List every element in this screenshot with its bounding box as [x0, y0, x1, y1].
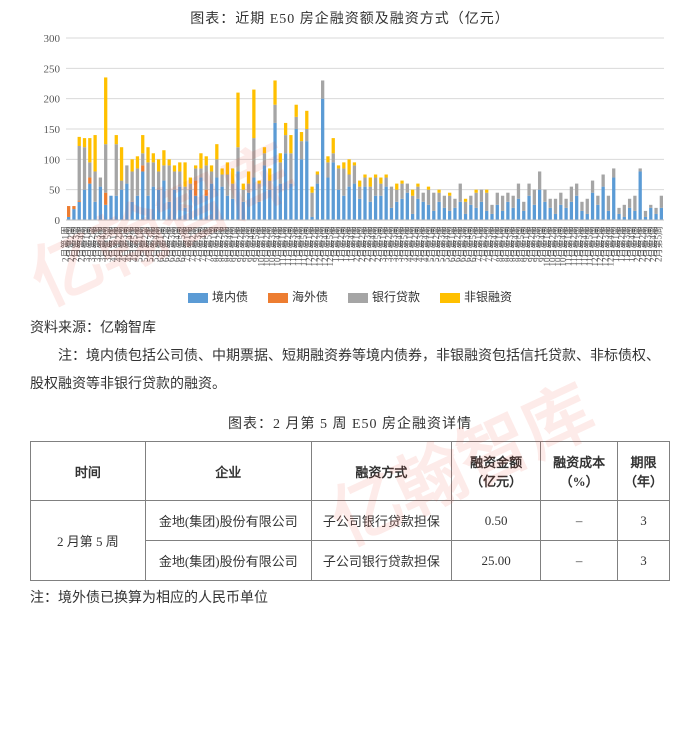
legend-swatch — [188, 293, 208, 303]
chart-title: 图表：近期 E50 房企融资额及融资方式（亿元） — [0, 0, 700, 32]
svg-text:0: 0 — [55, 215, 61, 227]
table-header-cell: 期限（年） — [617, 442, 669, 501]
table-header-cell: 时间 — [31, 442, 146, 501]
legend-item: 海外债 — [268, 288, 328, 305]
svg-text:300: 300 — [44, 33, 61, 45]
table-cell: – — [541, 541, 618, 581]
legend-item: 银行贷款 — [348, 288, 420, 305]
table-cell: 金地(集团)股份有限公司 — [145, 501, 311, 541]
table-cell: 3 — [617, 501, 669, 541]
chart-source: 资料来源：亿翰智库 — [0, 317, 700, 343]
legend-swatch — [268, 293, 288, 303]
chart-note: 注：境内债包括公司债、中期票据、短期融资券等境内债券，非银融资包括信托贷款、非标… — [0, 343, 700, 405]
table-header-row: 时间企业融资方式融资金额（亿元）融资成本（%）期限（年） — [31, 442, 670, 501]
table-header-cell: 融资金额（亿元） — [452, 442, 541, 501]
table-cell: 子公司银行贷款担保 — [311, 501, 451, 541]
svg-text:250: 250 — [44, 63, 61, 75]
table-cell: 金地(集团)股份有限公司 — [145, 541, 311, 581]
table-group-cell: 2 月第 5 周 — [31, 501, 146, 581]
financing-table: 时间企业融资方式融资金额（亿元）融资成本（%）期限（年） 2 月第 5 周金地(… — [30, 441, 670, 581]
table-header-cell: 企业 — [145, 442, 311, 501]
table-cell: 3 — [617, 541, 669, 581]
svg-text:2月第5周: 2月第5周 — [652, 226, 663, 262]
bar-chart: 0501001502002503002月第1周2月第2周2月第3周2月第4周3月… — [30, 32, 670, 282]
bar-chart-svg: 0501001502002503002月第1周2月第2周2月第3周2月第4周3月… — [30, 32, 670, 282]
table-header-cell: 融资方式 — [311, 442, 451, 501]
table-header-cell: 融资成本（%） — [541, 442, 618, 501]
legend-item: 非银融资 — [440, 288, 512, 305]
legend-swatch — [440, 293, 460, 303]
table-body: 2 月第 5 周金地(集团)股份有限公司子公司银行贷款担保0.50–3金地(集团… — [31, 501, 670, 581]
legend-swatch — [348, 293, 368, 303]
table-cell: 25.00 — [452, 541, 541, 581]
svg-text:100: 100 — [44, 154, 61, 166]
chart-legend: 境内债 海外债 银行贷款 非银融资 — [0, 282, 700, 317]
legend-item: 境内债 — [188, 288, 248, 305]
svg-text:50: 50 — [49, 185, 61, 197]
table-cell: 子公司银行贷款担保 — [311, 541, 451, 581]
legend-label: 非银融资 — [464, 290, 512, 304]
legend-label: 海外债 — [292, 290, 328, 304]
table-cell: – — [541, 501, 618, 541]
legend-label: 银行贷款 — [372, 290, 420, 304]
legend-label: 境内债 — [212, 290, 248, 304]
table-note: 注：境外债已换算为相应的人民币单位 — [0, 581, 700, 607]
table-row: 2 月第 5 周金地(集团)股份有限公司子公司银行贷款担保0.50–3 — [31, 501, 670, 541]
svg-text:200: 200 — [44, 94, 61, 106]
svg-text:150: 150 — [44, 124, 61, 136]
table-cell: 0.50 — [452, 501, 541, 541]
table-title: 图表：2 月第 5 周 E50 房企融资详情 — [0, 405, 700, 441]
